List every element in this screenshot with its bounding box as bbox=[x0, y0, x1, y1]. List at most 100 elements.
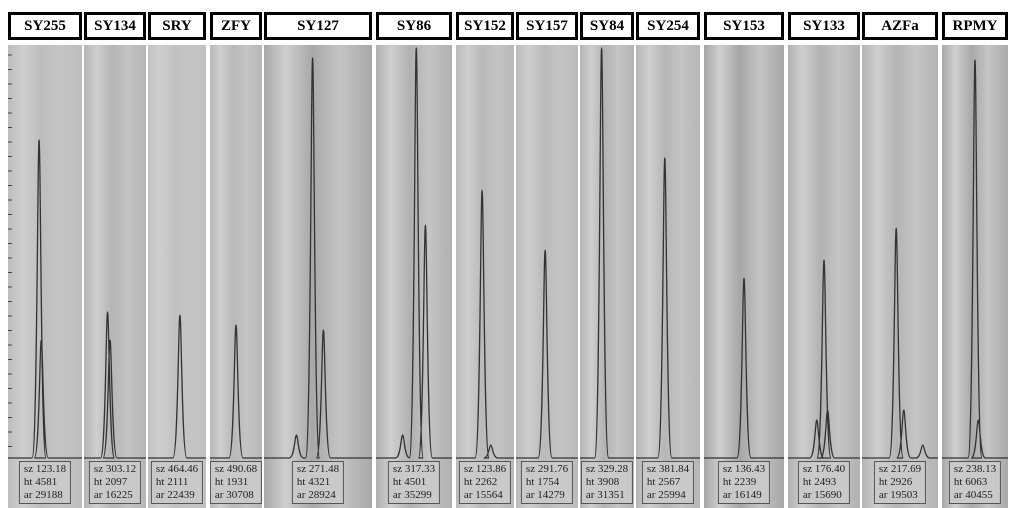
panel-header: SY157 bbox=[516, 12, 578, 40]
info-sz: sz 490.68 bbox=[215, 463, 257, 476]
peak-trace bbox=[704, 278, 784, 458]
info-sz: sz 123.18 bbox=[24, 463, 66, 476]
info-ar: ar 22439 bbox=[156, 489, 198, 502]
info-sz: sz 271.48 bbox=[297, 463, 339, 476]
trace bbox=[704, 45, 784, 508]
trace bbox=[942, 45, 1008, 508]
info-ar: ar 30708 bbox=[215, 489, 257, 502]
trace bbox=[580, 45, 634, 508]
info-ht: ht 2926 bbox=[879, 476, 921, 489]
trace bbox=[376, 45, 452, 508]
info-sz: sz 123.86 bbox=[464, 463, 506, 476]
peak-trace bbox=[264, 58, 372, 458]
info-ar: ar 28924 bbox=[297, 489, 339, 502]
panel-header: ZFY bbox=[210, 12, 262, 40]
info-ar: ar 16225 bbox=[94, 489, 136, 502]
info-ht: ht 4581 bbox=[24, 476, 66, 489]
trace bbox=[148, 45, 206, 508]
peak-trace bbox=[516, 250, 578, 458]
info-sz: sz 303.12 bbox=[94, 463, 136, 476]
info-sz: sz 136.43 bbox=[723, 463, 765, 476]
peak-trace bbox=[580, 48, 634, 458]
info-ar: ar 29188 bbox=[24, 489, 66, 502]
info-ar: ar 16149 bbox=[723, 489, 765, 502]
trace bbox=[788, 45, 860, 508]
info-ht: ht 2493 bbox=[803, 476, 845, 489]
peak-trace bbox=[376, 48, 452, 458]
trace bbox=[862, 45, 938, 508]
info-ht: ht 4501 bbox=[393, 476, 435, 489]
info-ht: ht 1754 bbox=[526, 476, 568, 489]
info-sz: sz 317.33 bbox=[393, 463, 435, 476]
info-ar: ar 15690 bbox=[803, 489, 845, 502]
peak-trace bbox=[636, 158, 700, 458]
info-ht: ht 2567 bbox=[647, 476, 689, 489]
trace bbox=[210, 45, 262, 508]
panel-header: SY153 bbox=[704, 12, 784, 40]
figure: SY255sz 123.18ht 4581ar 29188SY134sz 303… bbox=[0, 0, 1013, 508]
info-ht: ht 2097 bbox=[94, 476, 136, 489]
trace bbox=[264, 45, 372, 508]
info-ht: ht 6063 bbox=[954, 476, 996, 489]
panel-header: SY254 bbox=[636, 12, 700, 40]
trace bbox=[636, 45, 700, 508]
info-sz: sz 329.28 bbox=[586, 463, 628, 476]
panel-header: SY134 bbox=[84, 12, 146, 40]
peak-trace bbox=[84, 312, 146, 458]
panel-header: SY133 bbox=[788, 12, 860, 40]
info-ar: ar 14279 bbox=[526, 489, 568, 502]
peak-trace bbox=[788, 260, 860, 458]
peak-trace bbox=[210, 325, 262, 458]
info-sz: sz 464.46 bbox=[156, 463, 198, 476]
trace bbox=[456, 45, 514, 508]
info-ar: ar 31351 bbox=[586, 489, 628, 502]
info-ht: ht 1931 bbox=[215, 476, 257, 489]
info-sz: sz 291.76 bbox=[526, 463, 568, 476]
info-ht: ht 2111 bbox=[156, 476, 198, 489]
info-sz: sz 238.13 bbox=[954, 463, 996, 476]
info-ht: ht 2262 bbox=[464, 476, 506, 489]
peak-trace bbox=[456, 190, 514, 458]
info-sz: sz 176.40 bbox=[803, 463, 845, 476]
panel-header: RPMY bbox=[942, 12, 1008, 40]
info-ar: ar 40455 bbox=[954, 489, 996, 502]
info-ht: ht 3908 bbox=[586, 476, 628, 489]
info-ar: ar 25994 bbox=[647, 489, 689, 502]
info-ar: ar 15564 bbox=[464, 489, 506, 502]
peak-trace bbox=[8, 140, 82, 458]
info-ar: ar 19503 bbox=[879, 489, 921, 502]
panel-header: SRY bbox=[148, 12, 206, 40]
peak-trace bbox=[942, 60, 1008, 458]
trace bbox=[8, 45, 82, 508]
info-sz: sz 217.69 bbox=[879, 463, 921, 476]
info-ht: ht 2239 bbox=[723, 476, 765, 489]
info-ar: ar 35299 bbox=[393, 489, 435, 502]
info-sz: sz 381.84 bbox=[647, 463, 689, 476]
panel-header: SY127 bbox=[264, 12, 372, 40]
panel-header: AZFa bbox=[862, 12, 938, 40]
info-ht: ht 4321 bbox=[297, 476, 339, 489]
panel-header: SY84 bbox=[580, 12, 634, 40]
